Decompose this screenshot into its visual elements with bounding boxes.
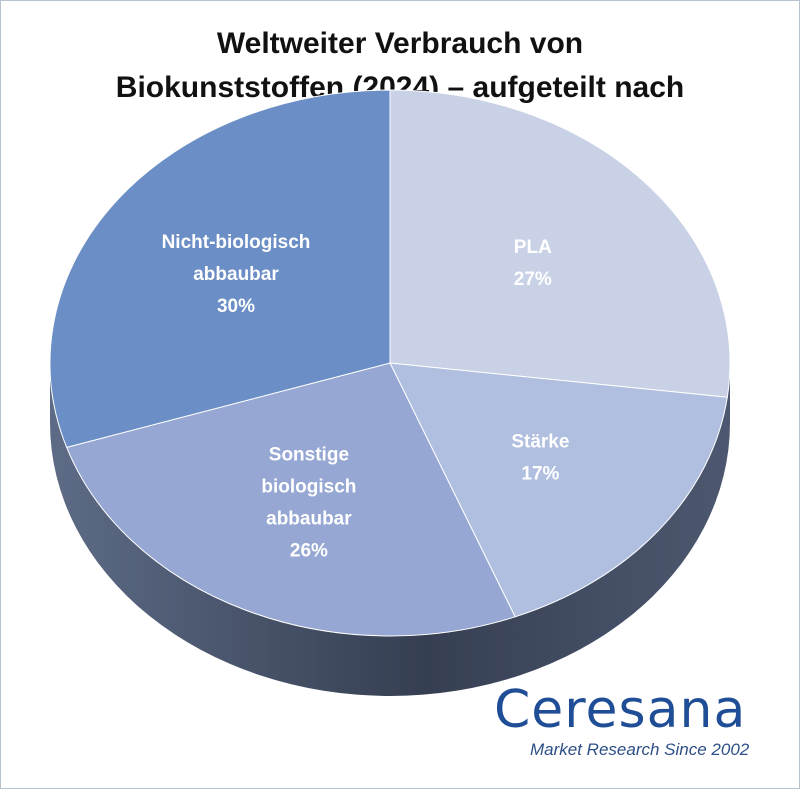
slice-category-label: PLA: [514, 237, 552, 258]
slice-category-label: biologisch: [261, 476, 356, 497]
slice-category-label: abbaubar: [193, 264, 279, 285]
slice-category-label: abbaubar: [266, 508, 352, 529]
slice-value-label: 27%: [514, 269, 552, 290]
pie-slice: [389, 362, 728, 618]
slice-category-label: Sonstige: [269, 444, 349, 465]
ceresana-logo: Ceresana Market Research Since 2002: [494, 680, 784, 760]
slice-category-label: Nicht-biologisch: [162, 232, 311, 253]
slice-category-label: Stärke: [511, 432, 569, 453]
logo-name: Ceresana: [494, 680, 747, 740]
pie-side-wall: [50, 363, 730, 696]
pie-slices: [49, 89, 731, 637]
slice-value-label: 17%: [521, 464, 559, 485]
pie-depth-side: [50, 363, 730, 696]
slice-value-label: 30%: [217, 296, 255, 317]
pie-slice: [389, 89, 731, 398]
slice-value-label: 26%: [290, 540, 328, 561]
logo-tagline: Market Research Since 2002: [530, 740, 750, 759]
pie-labels: PLA 27% Stärke 17% Sonstige biologisch abbauba…: [162, 232, 570, 561]
pie-slice: [65, 362, 516, 637]
pie-slice: [49, 89, 391, 448]
